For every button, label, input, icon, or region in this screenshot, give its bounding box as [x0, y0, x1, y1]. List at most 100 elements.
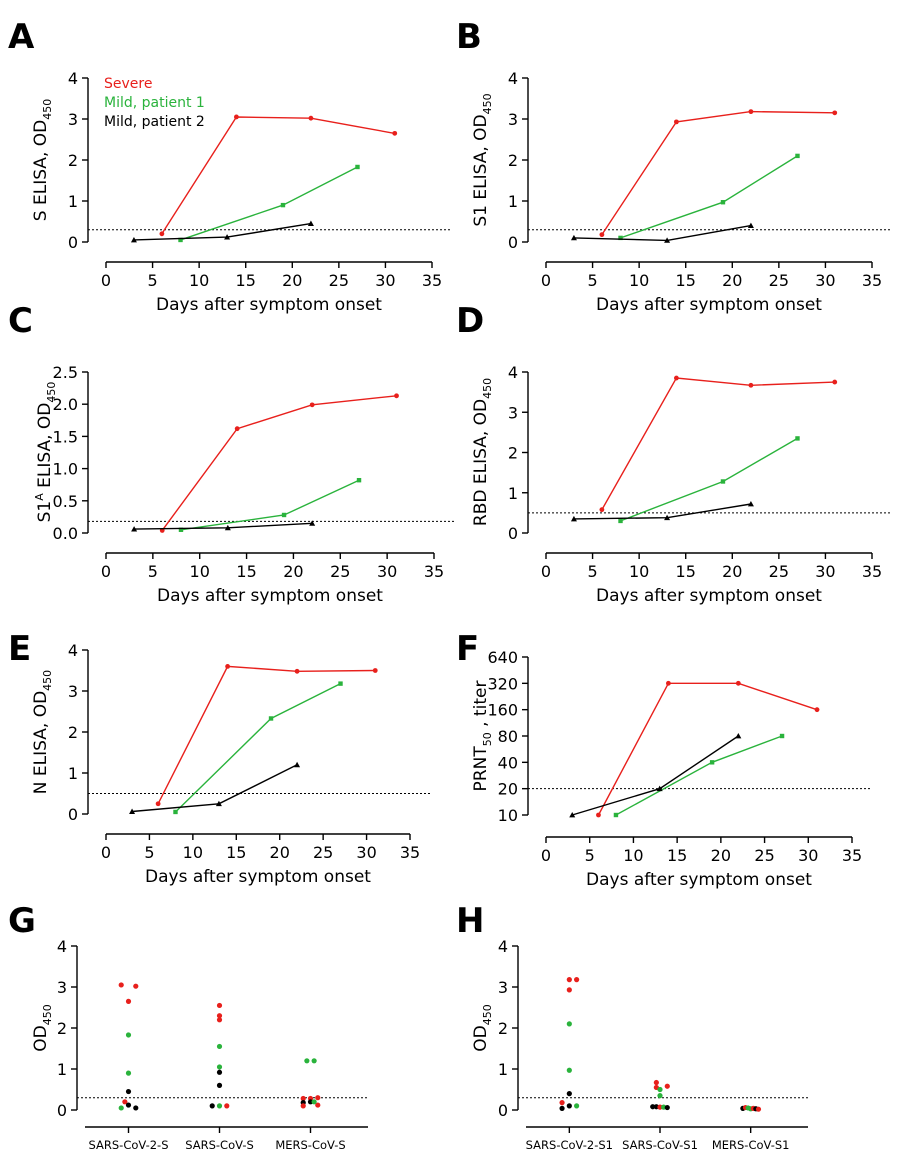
data-point	[300, 1103, 306, 1109]
x-tick-label: 0	[101, 843, 111, 862]
series-line	[157, 665, 376, 805]
series-line	[180, 166, 358, 241]
data-point	[674, 375, 679, 381]
x-tick-label: 15	[226, 843, 246, 862]
data-point	[664, 1083, 670, 1089]
y-axis-label: PRNT50 , titer	[471, 681, 494, 792]
y-tick-label: 2.5	[53, 363, 78, 382]
data-point	[216, 1103, 223, 1109]
data-point	[315, 1102, 321, 1108]
data-point	[372, 668, 378, 673]
data-point	[309, 520, 316, 526]
data-point	[832, 110, 838, 116]
x-axis-label: Days after symptom onset	[145, 867, 371, 887]
data-point	[224, 1103, 230, 1109]
x-tick-label: 30	[815, 562, 835, 581]
panel-label-a: A	[8, 17, 35, 57]
y-axis-label: RBD ELISA, OD450	[471, 378, 494, 526]
y-tick-label: 0	[68, 805, 78, 824]
data-point	[566, 1067, 572, 1073]
data-point	[178, 237, 183, 243]
y-axis-label-main: PRNT	[471, 746, 491, 792]
x-tick-label: 10	[629, 562, 649, 581]
panel-g: G 0 1 2 3 4 OD450 SARS-CoV-2-S SARS-CoV-S MERS-Co…	[8, 901, 368, 1152]
y-tick-label: 4	[508, 69, 518, 88]
data-point	[747, 501, 754, 507]
x-tick-label: 30	[377, 562, 397, 581]
panel-label-c: C	[8, 301, 33, 341]
y-tick-label: 3	[498, 978, 508, 997]
x-tick-label: 0	[541, 846, 551, 865]
y-axis-label-main: S1 ELISA, OD	[471, 114, 491, 226]
data-point	[178, 527, 184, 532]
data-point	[118, 982, 124, 988]
data-point	[224, 234, 231, 240]
y-tick-label: 4	[57, 937, 67, 956]
y-axis-label-sub: 450	[481, 1004, 494, 1025]
data-point	[268, 716, 274, 721]
x-axis-label: Days after symptom onset	[586, 870, 812, 890]
series-line	[615, 735, 783, 816]
y-tick-label: 3	[57, 978, 67, 997]
data-point	[129, 808, 136, 814]
data-point	[832, 379, 838, 385]
x-tick-label: 10	[190, 562, 210, 581]
y-axis-label-sub: 450	[41, 99, 54, 120]
y-tick-label: 1.0	[53, 460, 78, 479]
data-point	[674, 119, 679, 125]
y-tick-label: 1	[68, 192, 78, 211]
data-point	[720, 479, 726, 484]
y-axis-label-sub: 450	[45, 382, 58, 403]
legend-entry: Severe	[104, 76, 152, 92]
data-point	[308, 115, 314, 121]
data-point	[118, 1105, 124, 1111]
data-point	[657, 1093, 663, 1099]
data-point	[570, 234, 577, 241]
x-tick-label: 0	[541, 562, 551, 581]
x-tick-label: 15	[667, 846, 687, 865]
data-point	[215, 800, 222, 807]
panel-h: H 0 1 2 3 4 OD450 SARS-CoV-2-S1 SARS-CoV-S1 MERS-…	[456, 901, 808, 1152]
data-point	[795, 436, 800, 441]
y-axis-label-sub: 50	[481, 732, 494, 746]
data-point	[657, 1086, 663, 1093]
data-point	[216, 1002, 223, 1009]
y-tick-label: 1	[498, 1060, 508, 1079]
y-tick-label: 2.0	[53, 395, 78, 414]
data-point	[618, 518, 623, 524]
y-axis-label: N ELISA, OD450	[31, 670, 54, 794]
y-tick-label: 10	[498, 806, 518, 825]
data-point	[664, 237, 671, 243]
y-tick-label: 4	[68, 641, 78, 660]
x-tick-label: 20	[270, 843, 290, 862]
x-tick-label: 30	[375, 271, 395, 290]
data-point	[159, 231, 165, 237]
x-tick-label: 5	[147, 271, 157, 290]
y-tick-label: 2	[508, 151, 518, 170]
panel-b: B 0 1 2 3 4 S1 ELISA, OD450 0 5 10 15 20 25 30 35 Days …	[456, 17, 892, 315]
y-axis-label-rest: ELISA, OD	[35, 403, 55, 494]
data-point	[300, 1095, 306, 1102]
x-tick-label: 35	[862, 271, 882, 290]
x-tick-label: 5	[144, 843, 154, 862]
series-line	[601, 110, 835, 235]
x-axis-label: Days after symptom onset	[157, 586, 383, 606]
series-line	[161, 395, 397, 531]
y-tick-label: 4	[498, 937, 508, 956]
x-tick-label: 15	[236, 271, 256, 290]
data-point	[216, 1043, 223, 1050]
panel-label-d: D	[456, 301, 484, 341]
x-tick-label: 35	[842, 846, 862, 865]
data-point	[709, 760, 715, 765]
y-tick-label: 640	[487, 648, 518, 667]
x-tick-label: 10	[623, 846, 643, 865]
y-tick-label: 20	[498, 780, 518, 799]
data-point	[596, 812, 601, 818]
y-tick-label: 80	[498, 727, 518, 746]
data-point	[747, 222, 754, 228]
data-point	[779, 733, 785, 739]
y-axis-label: S ELISA, OD450	[31, 99, 54, 221]
y-axis-label-sub: 450	[41, 1004, 54, 1025]
